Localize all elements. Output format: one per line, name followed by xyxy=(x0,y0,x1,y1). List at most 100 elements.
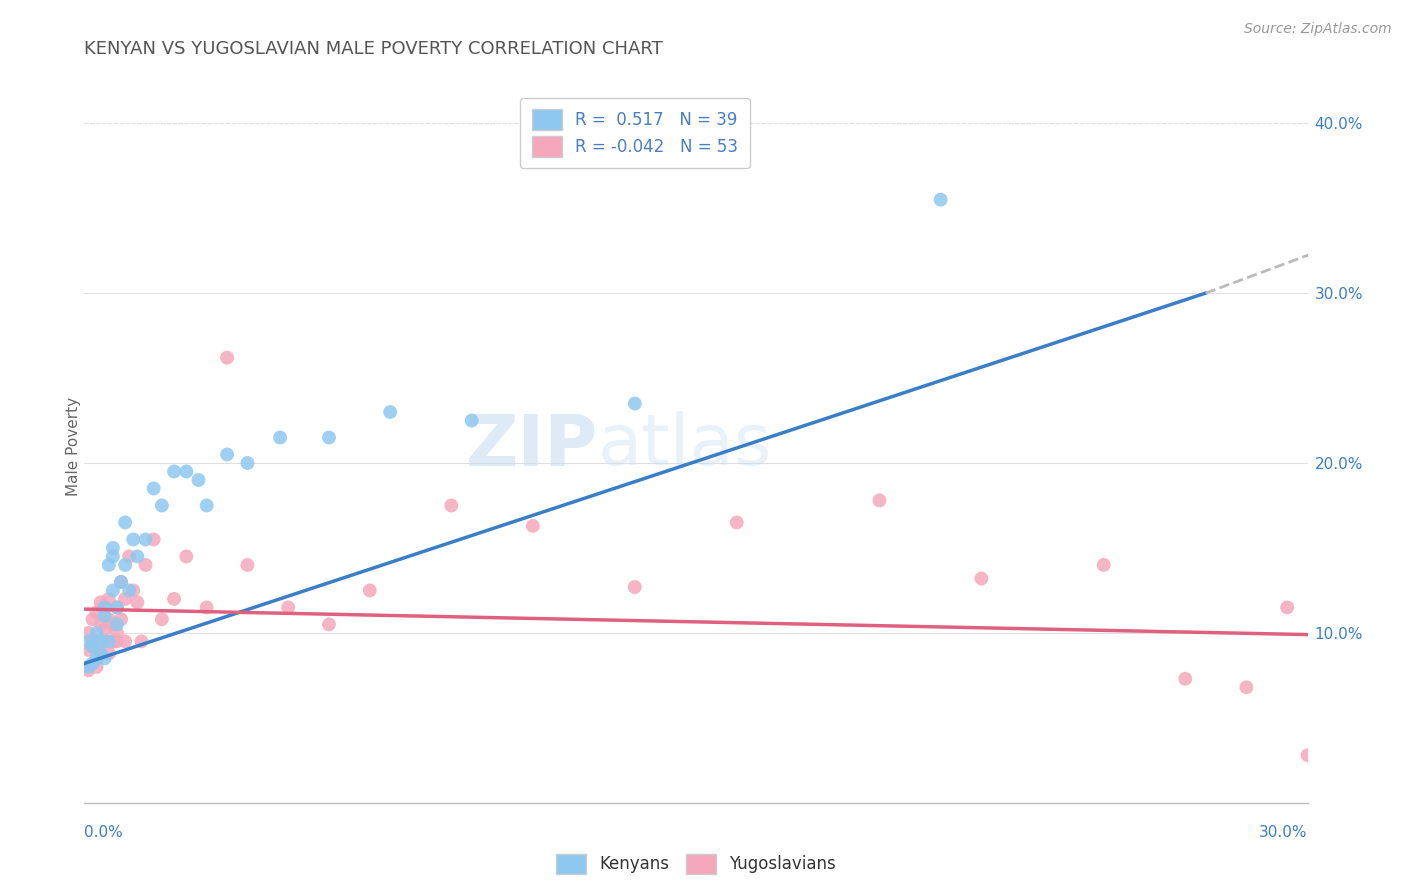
Point xyxy=(101,583,124,598)
Point xyxy=(110,612,132,626)
Point xyxy=(127,595,149,609)
Point xyxy=(1277,600,1299,615)
Point xyxy=(82,640,104,654)
Point xyxy=(110,574,132,589)
Point xyxy=(195,600,218,615)
Point xyxy=(82,640,104,654)
Point xyxy=(217,351,239,365)
Point xyxy=(217,448,239,462)
Point xyxy=(114,591,136,606)
Point xyxy=(82,612,104,626)
Point xyxy=(93,623,117,637)
Point xyxy=(127,549,149,564)
Point xyxy=(118,583,141,598)
Point xyxy=(1174,672,1197,686)
Point xyxy=(122,533,145,547)
Point xyxy=(93,600,117,615)
Point xyxy=(277,600,299,615)
Point xyxy=(929,193,952,207)
Point xyxy=(1092,558,1115,572)
Legend: Kenyans, Yugoslavians: Kenyans, Yugoslavians xyxy=(543,840,849,888)
Point xyxy=(105,617,128,632)
Point xyxy=(195,499,218,513)
Point xyxy=(163,465,186,479)
Point xyxy=(135,533,157,547)
Point xyxy=(90,595,112,609)
Point xyxy=(114,634,136,648)
Point xyxy=(150,612,173,626)
Point xyxy=(101,549,124,564)
Point xyxy=(105,600,128,615)
Point xyxy=(142,482,165,496)
Point xyxy=(86,626,108,640)
Point xyxy=(461,413,484,427)
Point xyxy=(97,634,120,648)
Point xyxy=(82,634,104,648)
Point xyxy=(97,591,120,606)
Point xyxy=(97,646,120,660)
Text: ZIP: ZIP xyxy=(465,411,598,481)
Point xyxy=(90,634,112,648)
Point xyxy=(359,583,381,598)
Point xyxy=(101,617,124,632)
Point xyxy=(318,617,340,632)
Point xyxy=(135,558,157,572)
Point xyxy=(93,608,117,623)
Point xyxy=(142,533,165,547)
Point xyxy=(150,499,173,513)
Point xyxy=(77,634,100,648)
Point xyxy=(1296,748,1319,763)
Point xyxy=(176,465,198,479)
Point xyxy=(118,549,141,564)
Point xyxy=(105,600,128,615)
Point xyxy=(624,580,647,594)
Point xyxy=(90,617,112,632)
Point xyxy=(440,499,463,513)
Point xyxy=(522,519,544,533)
Point xyxy=(110,574,132,589)
Point xyxy=(105,626,128,640)
Point xyxy=(86,660,108,674)
Point xyxy=(163,591,186,606)
Point xyxy=(93,651,117,665)
Point xyxy=(86,634,108,648)
Point xyxy=(114,558,136,572)
Point xyxy=(77,660,100,674)
Point xyxy=(101,541,124,555)
Point xyxy=(380,405,402,419)
Point xyxy=(90,646,112,660)
Point xyxy=(318,430,340,444)
Text: 0.0%: 0.0% xyxy=(84,825,124,840)
Point xyxy=(97,612,120,626)
Point xyxy=(77,663,100,677)
Point xyxy=(82,657,104,671)
Point xyxy=(187,473,209,487)
Point xyxy=(93,600,117,615)
Point xyxy=(624,396,647,410)
Y-axis label: Male Poverty: Male Poverty xyxy=(66,396,80,496)
Point xyxy=(122,583,145,598)
Point xyxy=(86,651,108,665)
Point xyxy=(1236,680,1258,694)
Point xyxy=(236,456,259,470)
Text: Source: ZipAtlas.com: Source: ZipAtlas.com xyxy=(1244,22,1392,37)
Point xyxy=(176,549,198,564)
Point xyxy=(970,572,993,586)
Point xyxy=(86,606,108,620)
Point xyxy=(77,626,100,640)
Point xyxy=(97,558,120,572)
Point xyxy=(236,558,259,572)
Point xyxy=(725,516,748,530)
Text: atlas: atlas xyxy=(598,411,772,481)
Text: 30.0%: 30.0% xyxy=(1260,825,1308,840)
Point xyxy=(105,634,128,648)
Point xyxy=(77,643,100,657)
Point xyxy=(101,634,124,648)
Point xyxy=(114,516,136,530)
Point xyxy=(93,634,117,648)
Point xyxy=(90,646,112,660)
Point xyxy=(269,430,291,444)
Point xyxy=(869,493,891,508)
Point xyxy=(131,634,153,648)
Text: KENYAN VS YUGOSLAVIAN MALE POVERTY CORRELATION CHART: KENYAN VS YUGOSLAVIAN MALE POVERTY CORRE… xyxy=(84,40,664,58)
